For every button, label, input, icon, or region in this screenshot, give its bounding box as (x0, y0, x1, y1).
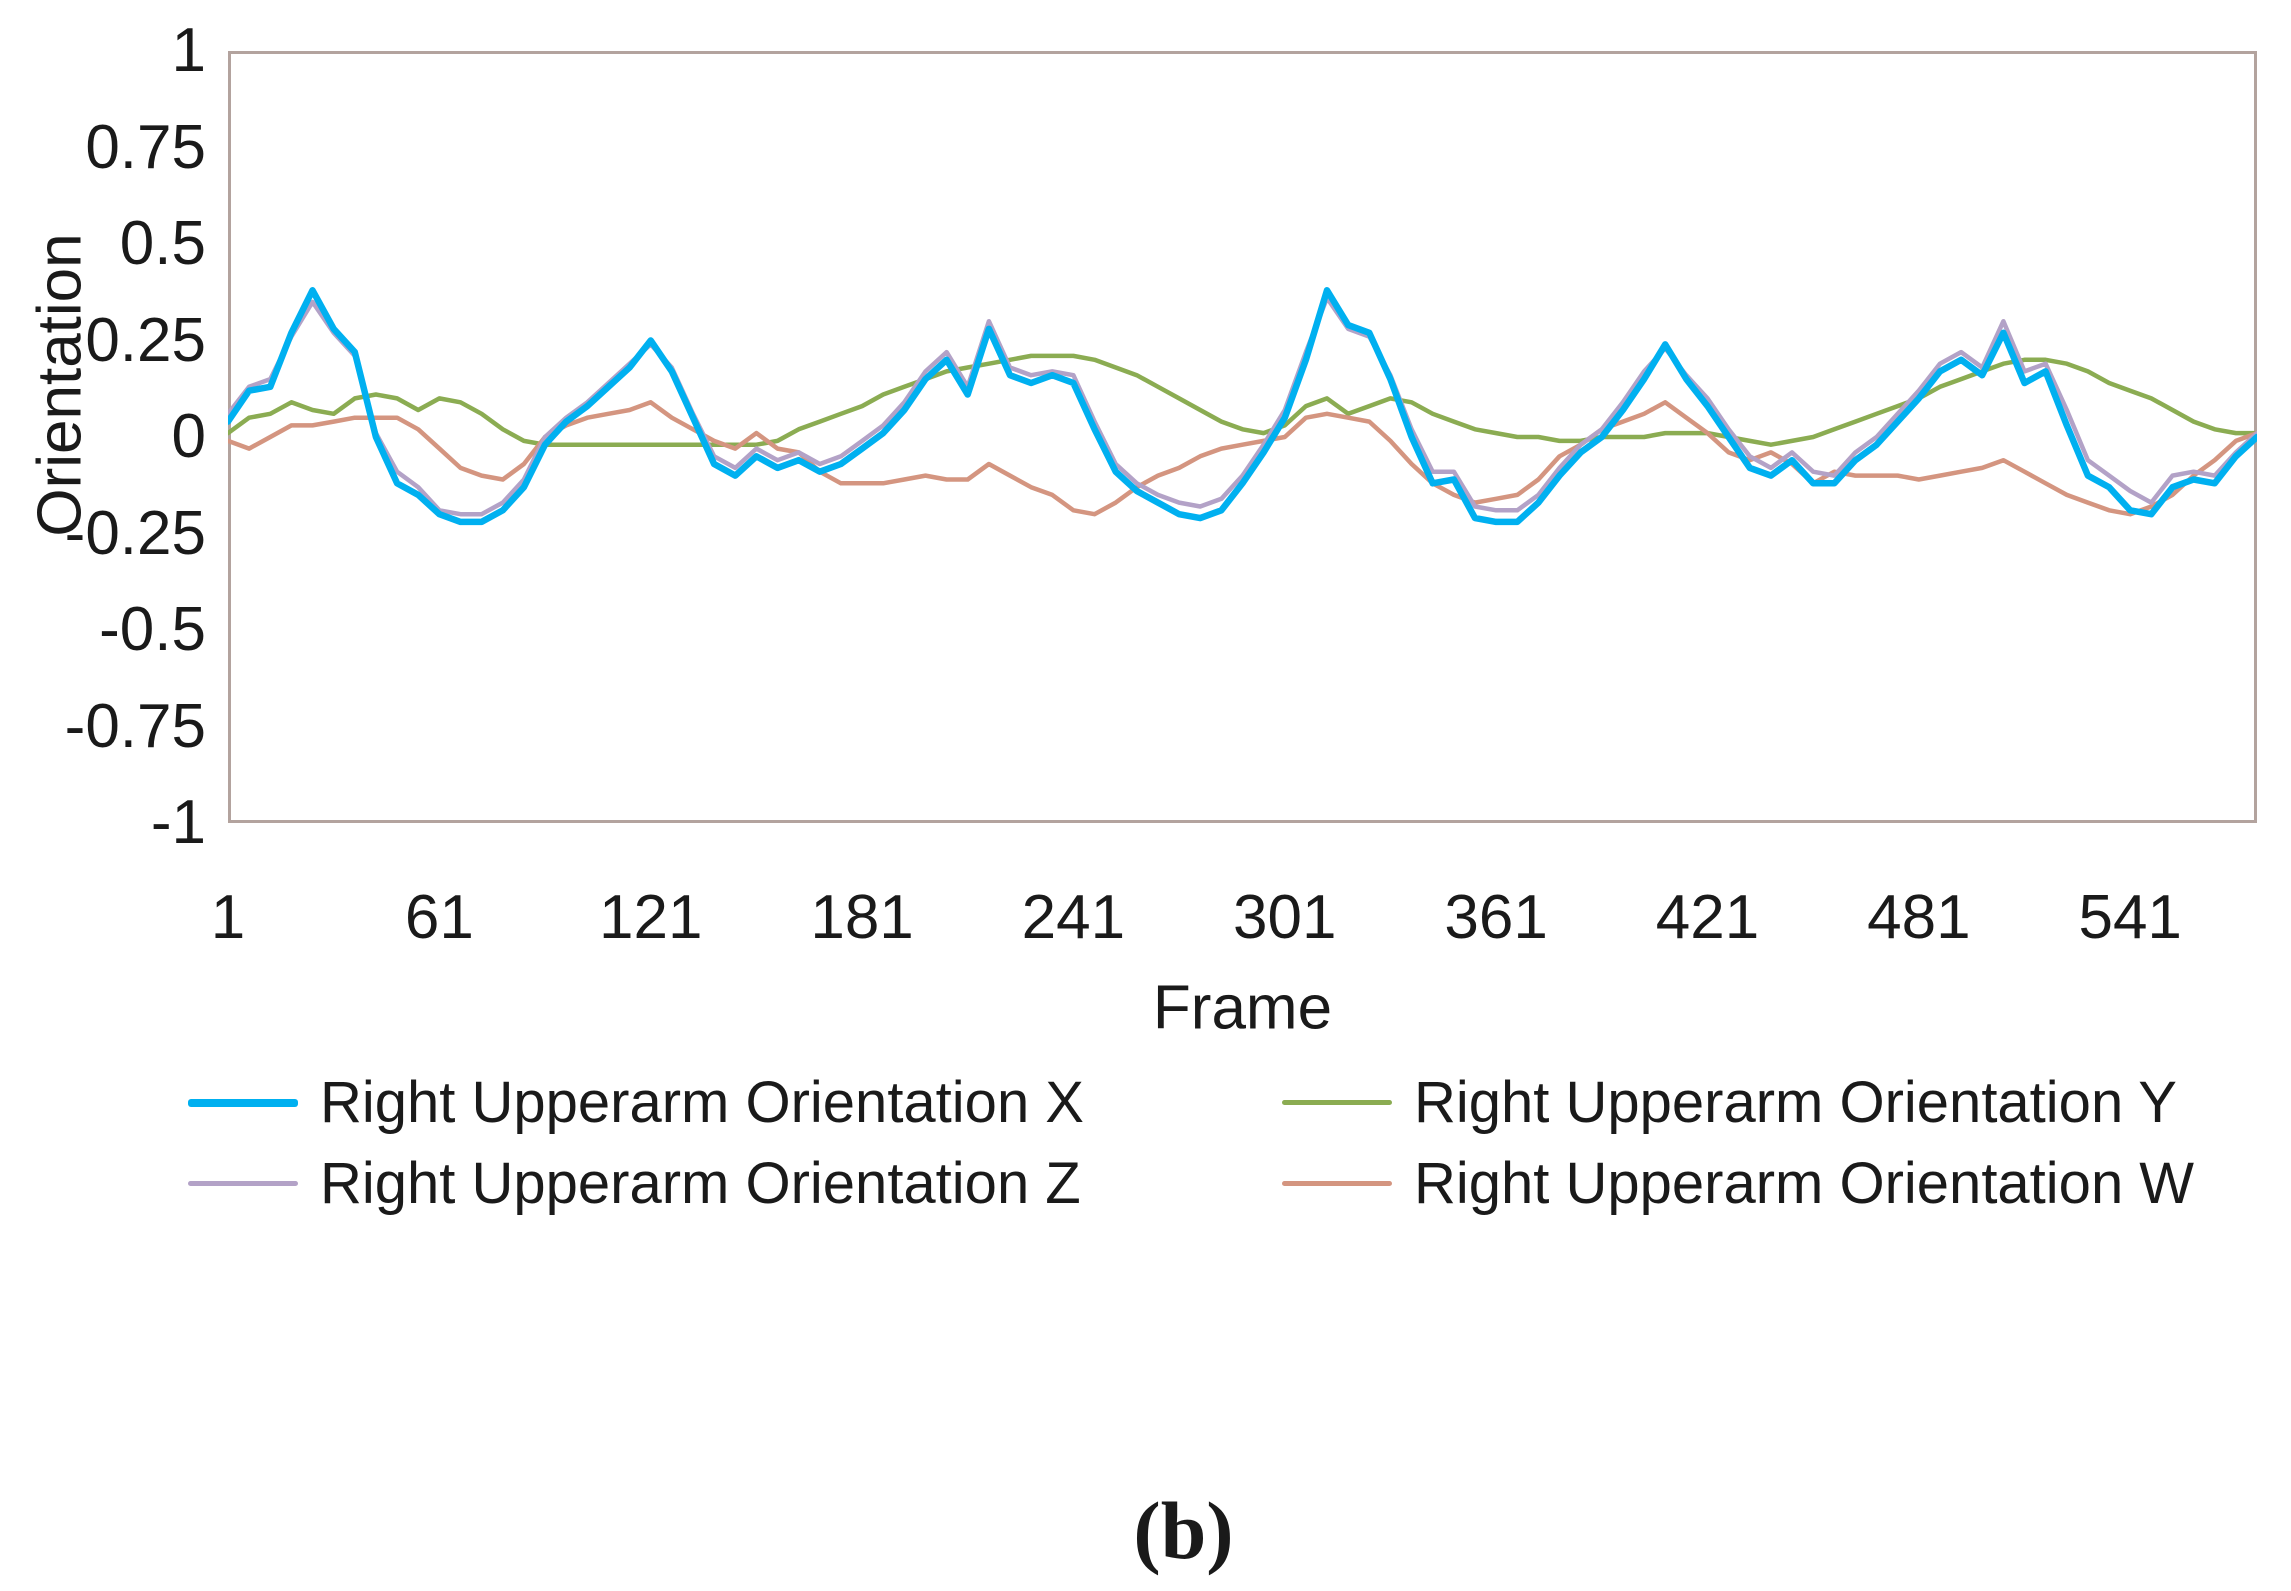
y-tick-label: -0.25 (64, 498, 206, 568)
line-chart-plot-area (228, 287, 2257, 526)
y-tick-label: -0.5 (99, 595, 206, 664)
x-tick-label: 421 (1655, 883, 1760, 952)
y-tick-label: -1 (150, 788, 206, 857)
legend-label-x: Right Upperarm Orientation X (320, 1070, 1084, 1135)
legend-item-y: Right Upperarm Orientation Y (1282, 1069, 2248, 1136)
x-tick-label: 1 (210, 883, 246, 952)
y-tick-label: -0.75 (64, 691, 206, 761)
legend-swatch-x (188, 1098, 298, 1107)
legend-label-y: Right Upperarm Orientation Y (1414, 1070, 2177, 1135)
chart-legend: Right Upperarm Orientation X Right Uppera… (188, 1062, 2248, 1224)
series-line-y (228, 353, 2257, 447)
legend-item-w: Right Upperarm Orientation W (1282, 1150, 2248, 1217)
x-axis-title: Frame (1152, 973, 1333, 1043)
x-tick-label: 121 (598, 883, 703, 952)
x-tick-label: 301 (1233, 883, 1337, 952)
y-tick-label: 0 (171, 402, 206, 471)
legend-label-w: Right Upperarm Orientation W (1414, 1151, 2195, 1216)
legend-item-z: Right Upperarm Orientation Z (188, 1150, 1282, 1217)
x-tick-label: 61 (404, 883, 474, 952)
legend-swatch-w (1282, 1181, 1392, 1186)
legend-item-x: Right Upperarm Orientation X (188, 1069, 1282, 1136)
legend-label-z: Right Upperarm Orientation Z (320, 1151, 1081, 1216)
y-tick-label: 0.75 (85, 112, 206, 182)
legend-swatch-y (1282, 1100, 1392, 1105)
x-tick-label: 541 (2078, 883, 2182, 952)
y-tick-label: 1 (171, 16, 206, 85)
y-tick-label: 0.5 (119, 209, 206, 278)
y-axis-tick-labels: 1 0.75 0.5 0.25 0 -0.25 -0.5 -0.75 -1 (0, 0, 206, 900)
x-tick-label: 241 (1021, 883, 1126, 952)
y-tick-label: 0.25 (85, 305, 206, 375)
figure-caption: (b) (1133, 1485, 1234, 1576)
x-tick-label: 181 (810, 883, 914, 952)
legend-swatch-z (188, 1181, 298, 1186)
x-tick-label: 481 (1867, 883, 1971, 952)
x-tick-label: 361 (1444, 883, 1548, 952)
series-line-x (228, 287, 2257, 526)
